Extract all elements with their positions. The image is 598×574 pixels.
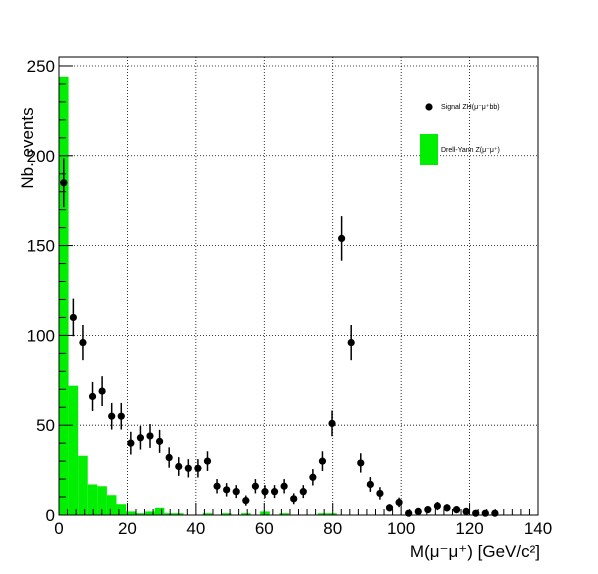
signal-point bbox=[481, 509, 489, 517]
y-tick-label: 100 bbox=[27, 326, 55, 345]
drell-yann-bar bbox=[106, 495, 117, 515]
y-tick-label: 250 bbox=[27, 57, 55, 76]
signal-point bbox=[290, 495, 298, 503]
drell-yann-bar bbox=[154, 507, 165, 515]
x-axis-title: M(μ⁻μ⁺) [GeV/c²] bbox=[410, 542, 540, 561]
signal-point bbox=[60, 179, 68, 187]
drell-yann-bar bbox=[164, 513, 174, 515]
signal-point bbox=[405, 509, 413, 517]
signal-point bbox=[242, 497, 250, 505]
drell-yann-bar bbox=[145, 511, 155, 515]
signal-point bbox=[146, 432, 154, 440]
signal-point bbox=[108, 412, 116, 420]
y-tick-label: 150 bbox=[27, 237, 55, 256]
signal-point bbox=[433, 502, 442, 510]
signal-point bbox=[366, 480, 374, 489]
drell-yann-bar bbox=[317, 513, 328, 515]
y-axis-ticks: 0 50 100 150 200 250 bbox=[27, 57, 73, 525]
x-tick-label: 0 bbox=[54, 519, 63, 538]
drell-yann-bar bbox=[135, 513, 146, 515]
legend-signal-marker bbox=[425, 103, 433, 111]
drell-yann-bar bbox=[68, 385, 79, 515]
x-axis-ticks: 0 20 40 60 80 100 120 140 bbox=[54, 503, 552, 538]
x-tick-label: 80 bbox=[323, 519, 342, 538]
drell-yann-bar bbox=[59, 76, 69, 515]
signal-point bbox=[127, 439, 135, 447]
signal-point bbox=[280, 482, 288, 490]
x-tick-label: 20 bbox=[118, 519, 137, 538]
signal-point bbox=[213, 482, 221, 490]
signal-point bbox=[261, 488, 269, 496]
signal-point bbox=[347, 338, 355, 347]
legend-signal-label: Signal ZH(μ⁻μ⁺bb) bbox=[441, 104, 500, 111]
drell-yann-bar bbox=[327, 513, 337, 515]
drell-yann-bar bbox=[87, 484, 98, 515]
drell-yann-bar bbox=[116, 504, 127, 515]
legend-drell-yann-swatch bbox=[420, 134, 438, 165]
signal-point bbox=[117, 412, 125, 420]
x-tick-label: 140 bbox=[524, 519, 552, 538]
grid-lines bbox=[59, 57, 538, 515]
y-axis-title: Nb. events bbox=[18, 107, 37, 188]
signal-point bbox=[328, 419, 336, 427]
y-tick-label: 0 bbox=[46, 506, 55, 525]
drell-yann-bar bbox=[97, 486, 107, 515]
signal-point bbox=[79, 338, 87, 347]
x-tick-label: 120 bbox=[455, 519, 483, 538]
signal-point bbox=[184, 464, 192, 472]
x-tick-label: 60 bbox=[255, 519, 274, 538]
signal-point bbox=[88, 392, 97, 401]
drell-yann-bar bbox=[241, 513, 251, 515]
signal-point bbox=[232, 488, 240, 496]
signal-point bbox=[270, 488, 279, 496]
legend: Signal ZH(μ⁻μ⁺bb) Drell-Yann Z(μ⁻μ⁺) bbox=[420, 103, 500, 165]
signal-point bbox=[136, 434, 145, 442]
signal-point bbox=[155, 437, 164, 445]
signal-point bbox=[443, 504, 451, 512]
signal-point bbox=[357, 459, 365, 467]
signal-point bbox=[165, 453, 173, 462]
signal-point bbox=[452, 506, 461, 514]
signal-point bbox=[424, 506, 432, 514]
drell-yann-bars bbox=[59, 76, 337, 515]
signal-point bbox=[338, 234, 346, 243]
signal-point bbox=[223, 486, 231, 494]
y-tick-label: 200 bbox=[27, 147, 55, 166]
signal-point bbox=[462, 507, 470, 516]
signal-point bbox=[309, 473, 317, 481]
signal-point bbox=[385, 504, 394, 512]
drell-yann-bar bbox=[260, 511, 270, 515]
drell-yann-bar bbox=[221, 513, 232, 515]
signal-point bbox=[251, 482, 259, 490]
signal-point bbox=[175, 462, 183, 471]
signal-point bbox=[318, 457, 327, 465]
x-tick-label: 100 bbox=[387, 519, 415, 538]
y-tick-label: 50 bbox=[36, 416, 55, 435]
signal-point bbox=[194, 464, 202, 472]
drell-yann-bar bbox=[202, 513, 213, 515]
signal-point bbox=[203, 457, 212, 465]
drell-yann-bar bbox=[279, 513, 289, 515]
legend-drell-yann-label: Drell-Yann Z(μ⁻μ⁺) bbox=[441, 147, 500, 154]
signal-point bbox=[69, 313, 77, 322]
signal-point bbox=[376, 489, 384, 498]
drell-yann-bar bbox=[126, 511, 136, 515]
signal-point bbox=[98, 387, 106, 395]
signal-point bbox=[299, 488, 307, 496]
x-tick-label: 40 bbox=[186, 519, 205, 538]
drell-yann-bar bbox=[78, 455, 88, 515]
